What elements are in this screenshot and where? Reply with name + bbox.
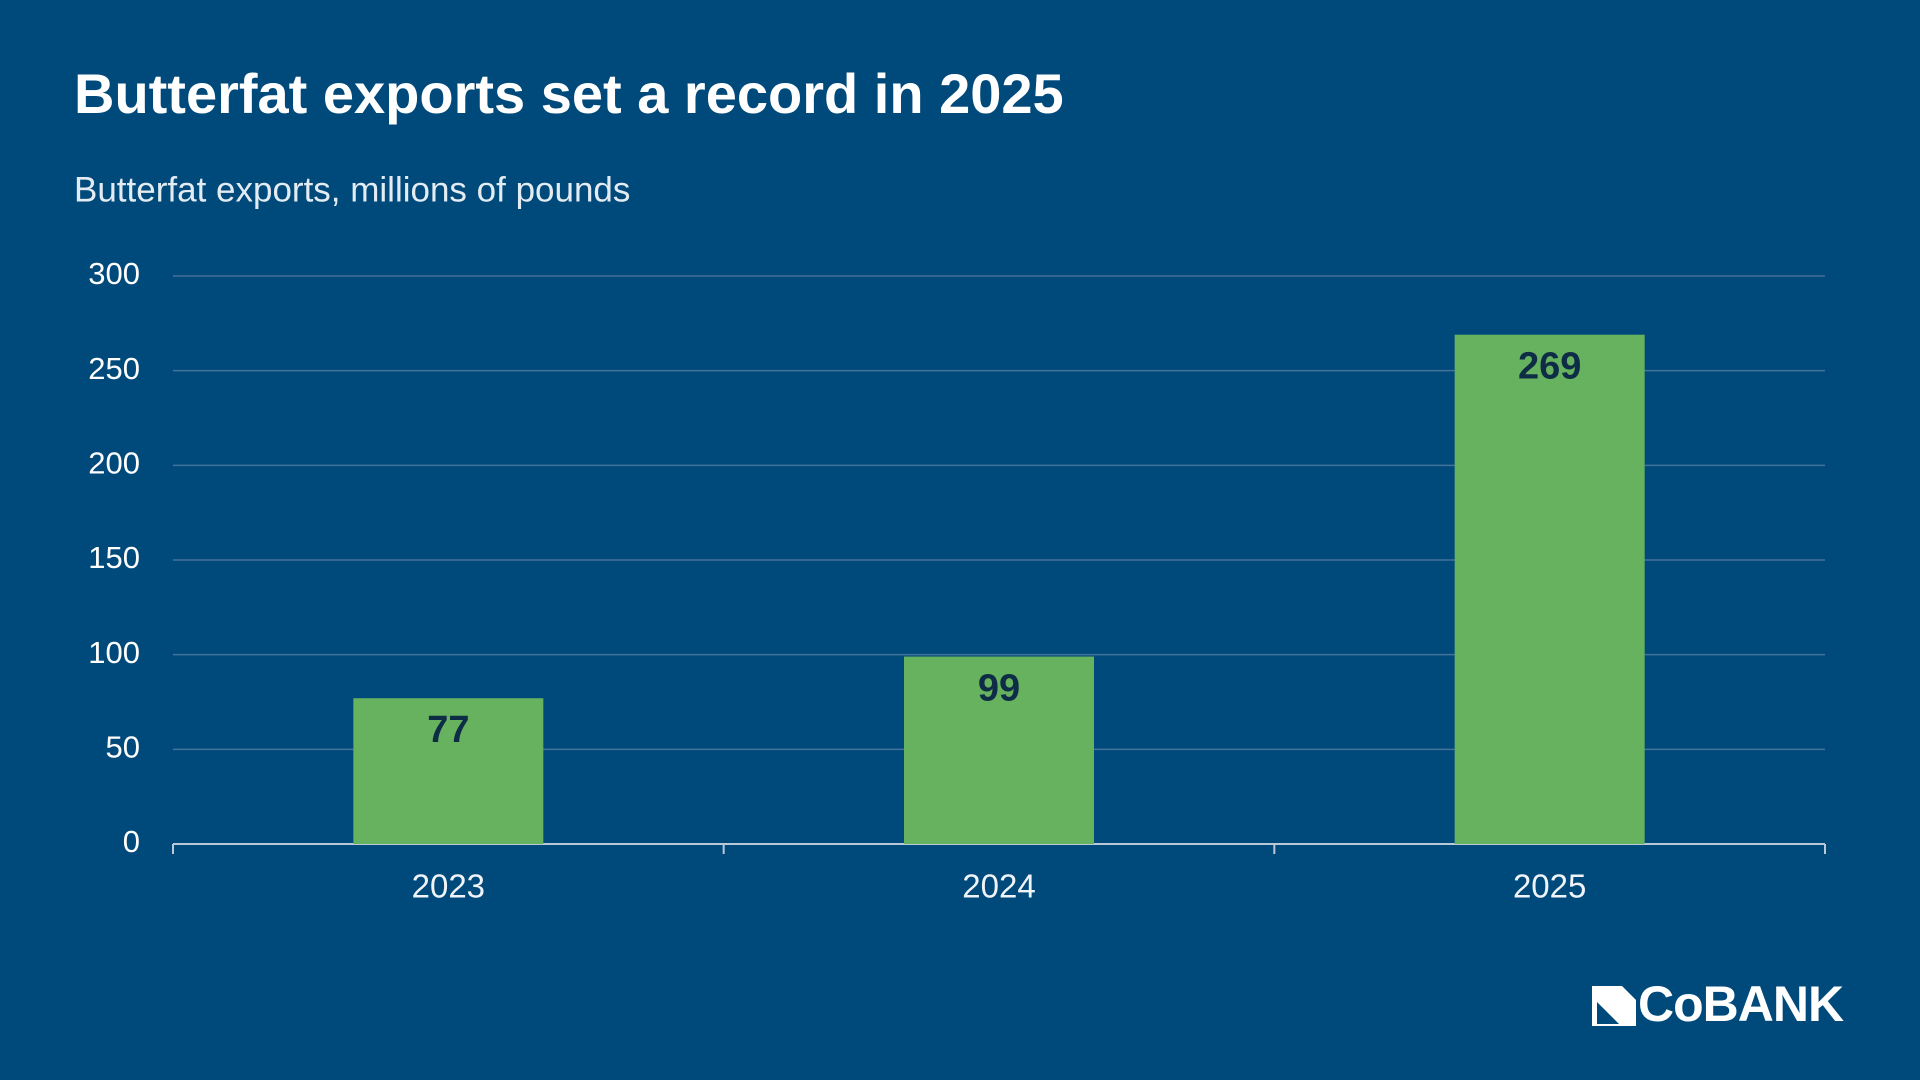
y-tick-label: 100 [88,635,140,670]
logo-icon [1592,986,1636,1026]
x-tick-label: 2025 [1513,868,1586,905]
y-tick-label: 50 [106,730,140,765]
logo-text: CoBANK [1638,976,1844,1032]
bar [353,698,544,844]
y-tick-label: 300 [88,256,140,291]
value-label: 77 [427,709,469,751]
chart-title: Butterfat exports set a record in 2025 [74,62,1064,125]
value-label: 99 [978,668,1020,710]
value-label: 269 [1518,346,1581,388]
x-tick-label: 2024 [962,868,1035,905]
y-tick-label: 200 [88,446,140,481]
x-tick-label: 2023 [412,868,485,905]
y-tick-label: 150 [88,540,140,575]
bar [1454,334,1645,844]
chart-subtitle: Butterfat exports, millions of pounds [74,170,630,209]
y-tick-label: 250 [88,351,140,386]
y-tick-label: 0 [123,824,140,859]
logo: CoBANK [1592,976,1845,1032]
bar [904,656,1094,844]
